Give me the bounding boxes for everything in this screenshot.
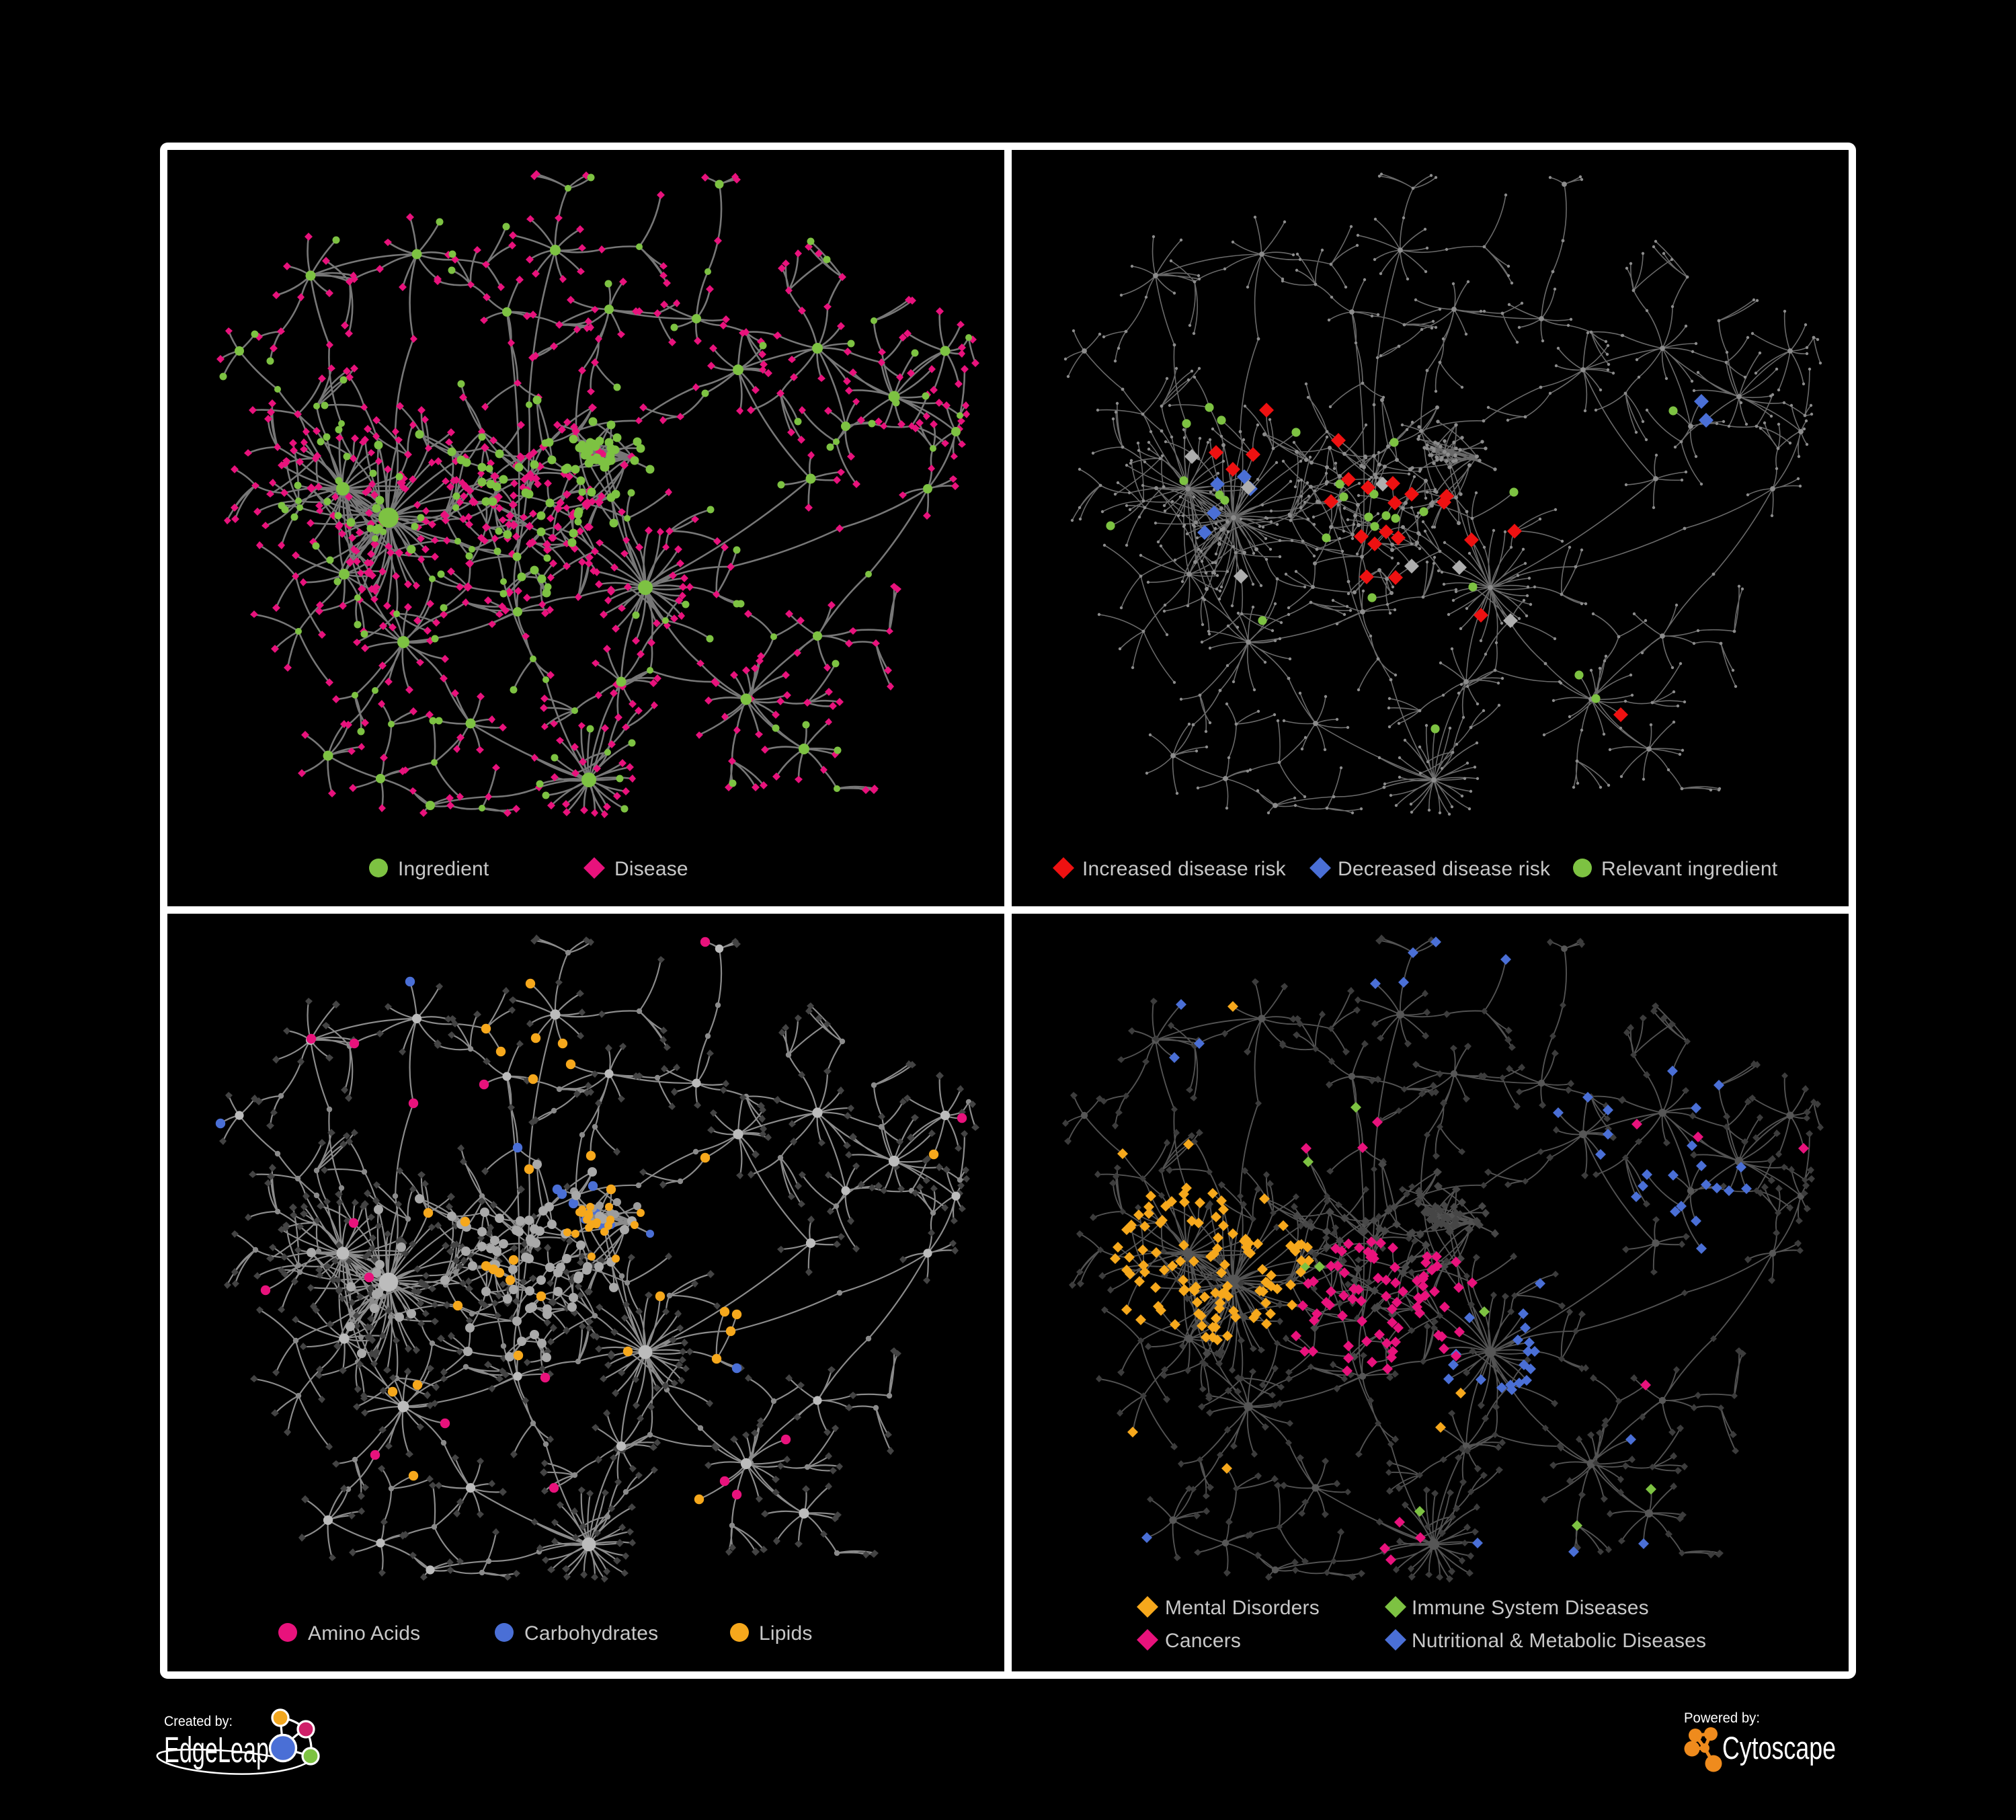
svg-text:Created by:: Created by: bbox=[164, 1714, 233, 1729]
svg-text:Ingredient: Ingredient bbox=[398, 858, 489, 880]
svg-text:Carbohydrates: Carbohydrates bbox=[524, 1622, 658, 1645]
svg-text:Mental Disorders: Mental Disorders bbox=[1165, 1597, 1320, 1619]
svg-text:Amino Acids: Amino Acids bbox=[308, 1622, 420, 1645]
svg-text:Cytoscape: Cytoscape bbox=[1722, 1730, 1836, 1766]
svg-text:Decreased disease risk: Decreased disease risk bbox=[1338, 858, 1551, 880]
svg-text:Relevant ingredient: Relevant ingredient bbox=[1601, 858, 1778, 880]
svg-text:Lipids: Lipids bbox=[759, 1622, 813, 1645]
svg-text:Increased disease risk: Increased disease risk bbox=[1082, 858, 1287, 880]
svg-text:Immune System Diseases: Immune System Diseases bbox=[1412, 1597, 1649, 1619]
svg-text:Disease: Disease bbox=[614, 858, 688, 880]
svg-text:Nutritional & Metabolic Diseas: Nutritional & Metabolic Diseases bbox=[1412, 1630, 1706, 1652]
svg-text:Powered by:: Powered by: bbox=[1684, 1710, 1760, 1726]
svg-text:Cancers: Cancers bbox=[1165, 1630, 1241, 1652]
